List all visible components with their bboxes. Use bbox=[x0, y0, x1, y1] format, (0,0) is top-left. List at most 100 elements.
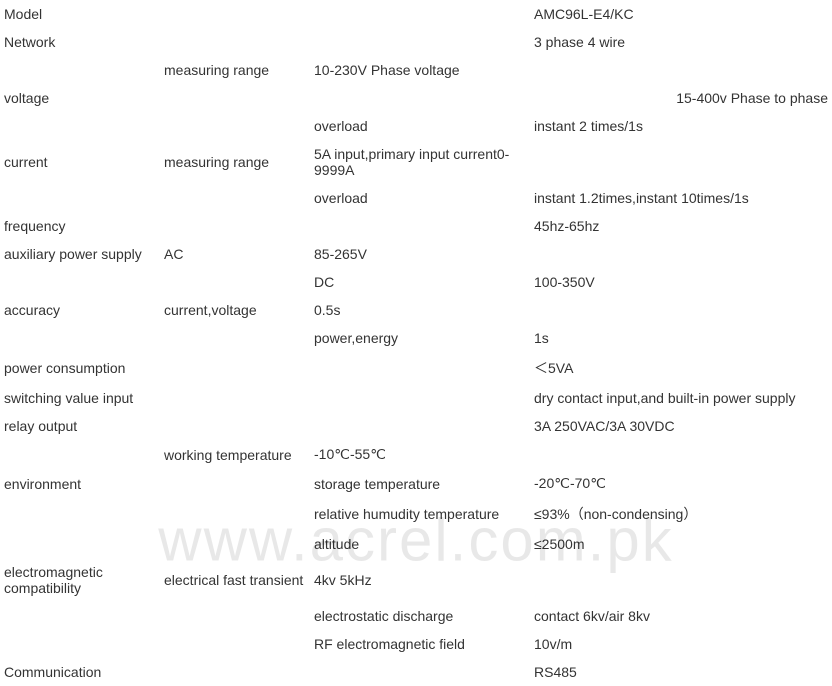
table-row: Network 3 phase 4 wire bbox=[0, 28, 832, 56]
table-cell: environment bbox=[0, 469, 160, 498]
table-cell bbox=[160, 469, 310, 498]
table-cell: electrical fast transient bbox=[160, 558, 310, 602]
table-row: accuracycurrent,voltage0.5s bbox=[0, 296, 832, 324]
table-cell bbox=[530, 296, 832, 324]
table-cell: storage temperature bbox=[310, 469, 530, 498]
table-cell: ＜5VA bbox=[530, 352, 832, 384]
table-cell: -20℃-70℃ bbox=[530, 469, 832, 498]
table-cell: AMC96L-E4/KC bbox=[530, 0, 832, 28]
table-cell: overload bbox=[310, 184, 530, 212]
table-row: CommunicationRS485 bbox=[0, 658, 832, 686]
table-cell bbox=[0, 440, 160, 469]
table-cell bbox=[160, 384, 310, 412]
table-cell bbox=[160, 352, 310, 384]
table-cell bbox=[0, 268, 160, 296]
table-row: working temperature-10℃-55℃ bbox=[0, 440, 832, 469]
table-cell bbox=[0, 630, 160, 658]
table-cell bbox=[160, 602, 310, 630]
table-cell bbox=[530, 558, 832, 602]
table-cell bbox=[160, 0, 310, 28]
table-row: measuring range10-230V Phase voltage bbox=[0, 56, 832, 84]
table-row: currentmeasuring range5A input,primary i… bbox=[0, 140, 832, 184]
table-row: overloadinstant 2 times/1s bbox=[0, 112, 832, 140]
table-row: frequency45hz-65hz bbox=[0, 212, 832, 240]
table-cell: 100-350V bbox=[530, 268, 832, 296]
table-cell bbox=[160, 184, 310, 212]
table-cell: current,voltage bbox=[160, 296, 310, 324]
table-cell bbox=[310, 84, 530, 112]
table-cell: 5A input,primary input current0-9999A bbox=[310, 140, 530, 184]
table-cell: ≤2500m bbox=[530, 530, 832, 558]
table-cell bbox=[310, 384, 530, 412]
table-cell: instant 1.2times,instant 10times/1s bbox=[530, 184, 832, 212]
table-cell: 0.5s bbox=[310, 296, 530, 324]
table-cell: accuracy bbox=[0, 296, 160, 324]
table-cell bbox=[310, 212, 530, 240]
table-cell bbox=[310, 352, 530, 384]
table-cell bbox=[160, 324, 310, 352]
table-cell: instant 2 times/1s bbox=[530, 112, 832, 140]
table-cell bbox=[160, 212, 310, 240]
table-cell: AC bbox=[160, 240, 310, 268]
table-row: RF electromagnetic field10v/m bbox=[0, 630, 832, 658]
table-cell bbox=[0, 530, 160, 558]
table-cell bbox=[160, 28, 310, 56]
table-cell: measuring range bbox=[160, 140, 310, 184]
table-cell: current bbox=[0, 140, 160, 184]
table-cell: contact 6kv/air 8kv bbox=[530, 602, 832, 630]
table-cell bbox=[0, 498, 160, 530]
table-cell: overload bbox=[310, 112, 530, 140]
table-cell bbox=[310, 28, 530, 56]
table-cell bbox=[0, 184, 160, 212]
table-cell: -10℃-55℃ bbox=[310, 440, 530, 469]
table-cell bbox=[530, 240, 832, 268]
table-cell bbox=[530, 440, 832, 469]
table-cell: DC bbox=[310, 268, 530, 296]
table-cell: RS485 bbox=[530, 658, 832, 686]
table-row: relay output3A 250VAC/3A 30VDC bbox=[0, 412, 832, 440]
table-cell: 85-265V bbox=[310, 240, 530, 268]
table-cell bbox=[160, 112, 310, 140]
table-cell bbox=[310, 0, 530, 28]
table-cell: 45hz-65hz bbox=[530, 212, 832, 240]
table-row: power consumption＜5VA bbox=[0, 352, 832, 384]
table-cell: 15-400v Phase to phase bbox=[530, 84, 832, 112]
table-row: power,energy1s bbox=[0, 324, 832, 352]
table-row: overloadinstant 1.2times,instant 10times… bbox=[0, 184, 832, 212]
table-row: Model AMC96L-E4/KC bbox=[0, 0, 832, 28]
table-row: altitude≤2500m bbox=[0, 530, 832, 558]
table-row: electrostatic dischargecontact 6kv/air 8… bbox=[0, 602, 832, 630]
spec-table: ModelAMC96L-E4/KCNetwork3 phase 4 wireme… bbox=[0, 0, 832, 686]
table-cell: voltage bbox=[0, 84, 160, 112]
table-cell: Model bbox=[0, 0, 160, 28]
table-cell: 10v/m bbox=[530, 630, 832, 658]
table-cell bbox=[0, 324, 160, 352]
table-cell bbox=[0, 56, 160, 84]
table-cell bbox=[160, 498, 310, 530]
table-cell bbox=[160, 268, 310, 296]
table-cell: relative humudity temperature bbox=[310, 498, 530, 530]
table-cell bbox=[160, 658, 310, 686]
table-row: environment storage temperature-20℃-70℃ bbox=[0, 469, 832, 498]
table-cell: 10-230V Phase voltage bbox=[310, 56, 530, 84]
table-row: electromagnetic compatibilityelectrical … bbox=[0, 558, 832, 602]
table-cell: 3 phase 4 wire bbox=[530, 28, 832, 56]
table-cell bbox=[530, 140, 832, 184]
table-row: DC100-350V bbox=[0, 268, 832, 296]
table-cell: electromagnetic compatibility bbox=[0, 558, 160, 602]
table-cell: altitude bbox=[310, 530, 530, 558]
table-cell: Network bbox=[0, 28, 160, 56]
table-cell: ≤93%（non-condensing） bbox=[530, 498, 832, 530]
table-cell: working temperature bbox=[160, 440, 310, 469]
table-row: voltage 15-400v Phase to phase bbox=[0, 84, 832, 112]
table-cell bbox=[160, 84, 310, 112]
table-cell bbox=[0, 602, 160, 630]
table-cell bbox=[0, 112, 160, 140]
table-cell: 1s bbox=[530, 324, 832, 352]
table-row: auxiliary power supplyAC85-265V bbox=[0, 240, 832, 268]
table-cell: 3A 250VAC/3A 30VDC bbox=[530, 412, 832, 440]
table-cell bbox=[310, 412, 530, 440]
table-cell bbox=[160, 630, 310, 658]
table-cell: dry contact input,and built-in power sup… bbox=[530, 384, 832, 412]
table-row: switching value inputdry contact input,a… bbox=[0, 384, 832, 412]
